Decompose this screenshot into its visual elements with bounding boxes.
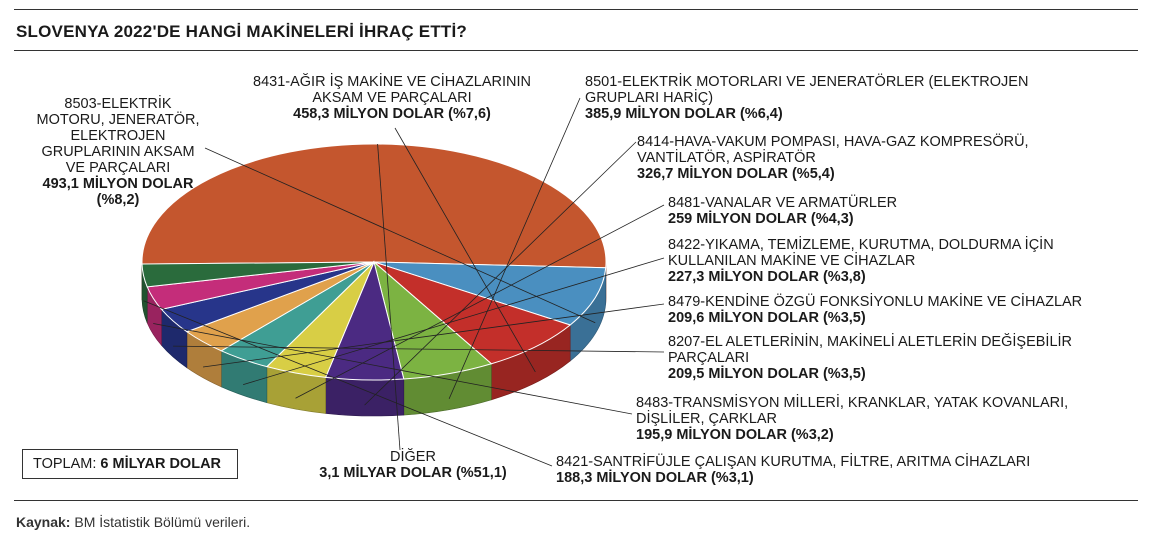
label-8501-value: 385,9 MİLYON DOLAR (%6,4) [585, 106, 783, 122]
label-8503-line-1: 8503-ELEKTRİK [64, 96, 172, 112]
label-diger-line-1: DİĞER [390, 449, 436, 465]
label-8481-line-1: 8481-VANALAR VE ARMATÜRLER [668, 195, 898, 211]
label-8414-line-2: VANTİLATÖR, ASPİRATÖR [637, 150, 816, 166]
label-8503-line-2: MOTORU, JENERATÖR, [36, 112, 200, 128]
leader-line-9 [153, 323, 633, 415]
label-8207-line-1: 8207-EL ALETLERİNİN, MAKİNELİ ALETLERİN … [668, 334, 1073, 350]
label-8421: 8421-SANTRİFÜJLE ÇALIŞAN KURUTMA, FİLTRE… [556, 454, 1116, 486]
label-8503-value: 493,1 MİLYON DOLAR [42, 176, 194, 192]
top-rule [14, 9, 1138, 10]
total-value: 6 MİLYAR DOLAR [100, 456, 222, 472]
label-8431-line-2: AKSAM VE PARÇALARI [312, 90, 472, 106]
label-8483-line-2: DİŞLİLER, ÇARKLAR [636, 411, 778, 427]
label-8431-line-1: 8431-AĞIR İŞ MAKİNE VE CİHAZLARININ [253, 74, 531, 90]
pie-slices [141, 143, 607, 381]
source-text: BM İstatistik Bölümü verileri. [74, 514, 251, 530]
leader-line-6 [243, 257, 665, 386]
label-8421-line-1: 8421-SANTRİFÜJLE ÇALIŞAN KURUTMA, FİLTRE… [556, 454, 1031, 470]
label-8422-line-2: KULLANILAN MAKİNE VE CİHAZLAR [668, 253, 916, 269]
leader-line-10 [143, 300, 553, 467]
source-note: Kaynak: BM İstatistik Bölümü verileri. [16, 514, 250, 530]
leader-line-5 [295, 204, 665, 399]
leader-lines [143, 97, 665, 467]
leader-line-4 [364, 141, 637, 406]
chart-title: SLOVENYA 2022'DE HANGİ MAKİNELERİ İHRAÇ … [16, 22, 468, 41]
label-8422-line-1: 8422-YIKAMA, TEMİZLEME, KURUTMA, DOLDURM… [668, 237, 1054, 253]
label-8483-line-1: 8483-TRANSMİSYON MİLLERİ, KRANKLAR, YATA… [636, 395, 1069, 411]
label-diger-value: 3,1 MİLYAR DOLAR (%51,1) [319, 465, 507, 481]
label-8207: 8207-EL ALETLERİNİN, MAKİNELİ ALETLERİN … [668, 334, 1138, 382]
label-8483-value: 195,9 MİLYON DOLAR (%3,2) [636, 427, 834, 443]
title-rule [14, 50, 1138, 51]
label-8481: 8481-VANALAR VE ARMATÜRLER 259 MİLYON DO… [668, 195, 1118, 227]
label-8501-line-1: 8501-ELEKTRİK MOTORLARI VE JENERATÖRLER … [585, 74, 1029, 90]
leader-line-7 [203, 303, 665, 368]
label-8503-line-3: ELEKTROJEN [70, 128, 166, 144]
label-8207-line-2: PARÇALARI [668, 350, 750, 366]
label-8421-value: 188,3 MİLYON DOLAR (%3,1) [556, 470, 754, 486]
bottom-rule [14, 500, 1138, 501]
label-8414-line-1: 8414-HAVA-VAKUM POMPASI, HAVA-GAZ KOMPRE… [637, 134, 1029, 150]
label-8431-value: 458,3 MİLYON DOLAR (%7,6) [293, 106, 491, 122]
leader-line-0 [377, 143, 401, 451]
label-8503: 8503-ELEKTRİK MOTORU, JENERATÖR, ELEKTRO… [18, 96, 218, 208]
label-8422: 8422-YIKAMA, TEMİZLEME, KURUTMA, DOLDURM… [668, 237, 1118, 285]
pie-side-4 [325, 377, 405, 417]
label-8431: 8431-AĞIR İŞ MAKİNE VE CİHAZLARININ AKSA… [236, 74, 548, 122]
label-8503-percent: (%8,2) [96, 192, 140, 208]
pie-slice-10 [141, 261, 375, 288]
total-box: TOPLAM: 6 MİLYAR DOLAR [22, 449, 238, 479]
label-8479-value: 209,6 MİLYON DOLAR (%3,5) [668, 310, 866, 326]
label-8207-value: 209,5 MİLYON DOLAR (%3,5) [668, 366, 866, 382]
label-8501-line-2: GRUPLARI HARİÇ) [585, 90, 714, 106]
label-8503-line-4: GRUPLARININ AKSAM [41, 144, 195, 160]
label-8414-value: 326,7 MİLYON DOLAR (%5,4) [637, 166, 835, 182]
label-8479-line-1: 8479-KENDİNE ÖZGÜ FONKSİYONLU MAKİNE VE … [668, 294, 1083, 310]
label-8414: 8414-HAVA-VAKUM POMPASI, HAVA-GAZ KOMPRE… [637, 134, 1107, 182]
pie-slice-2 [373, 261, 572, 365]
label-8422-value: 227,3 MİLYON DOLAR (%3,8) [668, 269, 866, 285]
source-label: Kaynak: [16, 514, 71, 530]
leader-line-2 [394, 127, 536, 373]
total-label: TOPLAM: [33, 456, 97, 472]
label-8501: 8501-ELEKTRİK MOTORLARI VE JENERATÖRLER … [585, 74, 1085, 122]
label-8481-value: 259 MİLYON DOLAR (%4,3) [668, 211, 854, 227]
label-8503-line-5: VE PARÇALARI [65, 160, 171, 176]
leader-line-3 [448, 97, 581, 400]
label-8483: 8483-TRANSMİSYON MİLLERİ, KRANKLAR, YATA… [636, 395, 1116, 443]
leader-line-1 [204, 147, 596, 324]
pie-side-walls [141, 261, 607, 417]
leader-line-8 [172, 345, 665, 353]
label-diger: DİĞER 3,1 MİLYAR DOLAR (%51,1) [308, 449, 518, 481]
label-8479: 8479-KENDİNE ÖZGÜ FONKSİYONLU MAKİNE VE … [668, 294, 1138, 326]
